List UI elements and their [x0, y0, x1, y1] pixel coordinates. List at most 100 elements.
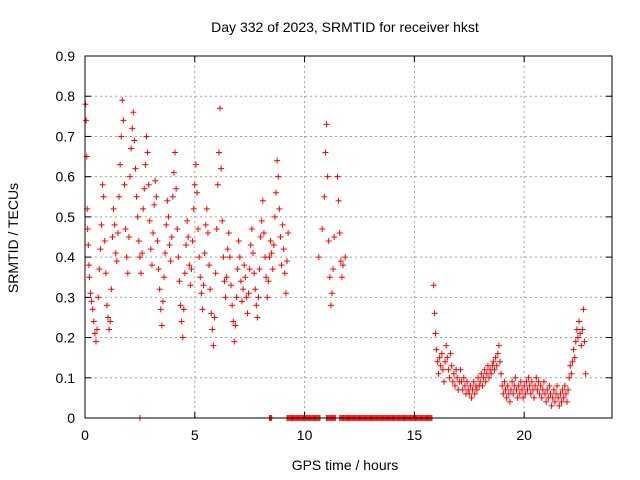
data-point	[176, 278, 183, 285]
y-axis-label: SRMTID / TECUs	[5, 183, 21, 293]
data-point	[457, 366, 464, 373]
data-point	[322, 149, 329, 156]
data-point	[334, 173, 341, 180]
data-point	[557, 390, 564, 397]
data-point	[285, 229, 292, 236]
data-point	[315, 254, 322, 261]
data-point	[486, 374, 493, 381]
data-point	[219, 217, 226, 224]
data-point	[255, 294, 262, 301]
data-point	[234, 266, 241, 273]
data-point	[167, 258, 174, 265]
data-point	[478, 370, 485, 377]
data-point	[89, 306, 96, 313]
data-point	[482, 378, 489, 385]
data-point	[86, 274, 93, 281]
data-point	[246, 266, 253, 273]
y-tick-label: 0.9	[56, 48, 76, 64]
data-point	[514, 394, 521, 401]
data-point	[491, 366, 498, 373]
data-point	[582, 370, 589, 377]
data-point	[95, 294, 102, 301]
x-tick-label: 0	[81, 427, 89, 443]
data-point	[240, 286, 247, 293]
data-point	[159, 298, 166, 305]
data-point	[436, 354, 443, 361]
data-point	[561, 382, 568, 389]
data-point	[208, 310, 215, 317]
plot-frame	[84, 55, 613, 419]
data-point	[156, 286, 163, 293]
data-point	[515, 382, 522, 389]
x-tick-label: 20	[516, 427, 532, 443]
data-point	[565, 386, 572, 393]
data-point	[449, 378, 456, 385]
data-point	[224, 246, 231, 253]
data-point	[91, 330, 98, 337]
data-point	[444, 354, 451, 361]
y-tick-label: 0.3	[56, 289, 76, 305]
data-point	[140, 205, 147, 212]
data-point	[187, 282, 194, 289]
data-point	[99, 181, 106, 188]
data-point	[492, 354, 499, 361]
data-point	[336, 229, 343, 236]
data-point	[87, 290, 94, 297]
data-point	[558, 398, 565, 405]
data-point	[442, 358, 449, 365]
data-point	[277, 234, 284, 240]
data-point	[544, 386, 551, 393]
data-point	[202, 221, 209, 228]
data-point	[502, 386, 509, 393]
data-point	[178, 318, 185, 325]
data-point	[319, 225, 326, 232]
data-point	[107, 318, 114, 325]
data-point	[271, 213, 278, 220]
data-point	[206, 262, 213, 269]
data-point	[265, 278, 272, 285]
data-point	[229, 302, 236, 309]
data-point	[256, 266, 263, 273]
data-point	[132, 165, 139, 172]
data-point	[239, 298, 246, 305]
data-point	[556, 402, 563, 409]
data-point	[139, 250, 146, 257]
data-point	[121, 181, 128, 188]
data-point	[180, 306, 187, 313]
data-point	[518, 386, 525, 393]
data-point	[170, 169, 177, 176]
data-point	[275, 173, 282, 180]
data-point	[543, 398, 550, 405]
data-point	[243, 294, 250, 301]
data-point	[237, 278, 244, 285]
data-point	[527, 390, 534, 397]
x-tick-label: 5	[191, 427, 199, 443]
data-point	[152, 177, 159, 184]
data-point	[536, 390, 543, 397]
data-point	[92, 338, 99, 345]
data-point	[181, 270, 188, 277]
data-point	[266, 254, 273, 261]
data-point	[324, 173, 331, 180]
data-point	[549, 394, 556, 401]
data-point	[231, 338, 238, 345]
data-point	[555, 394, 562, 401]
data-point	[161, 274, 168, 281]
data-point	[566, 374, 573, 381]
data-point	[445, 366, 452, 373]
data-point	[468, 394, 475, 401]
data-point	[270, 242, 277, 249]
data-point	[269, 266, 276, 273]
data-point	[207, 286, 214, 293]
data-point	[280, 246, 287, 253]
data-point	[259, 197, 266, 204]
data-point	[540, 378, 547, 385]
data-point	[129, 125, 136, 132]
data-point	[531, 394, 538, 401]
data-point	[136, 254, 143, 261]
data-point	[338, 274, 345, 281]
data-point	[102, 270, 109, 277]
data-point	[443, 342, 450, 349]
data-point	[210, 342, 217, 349]
data-point	[198, 290, 205, 297]
